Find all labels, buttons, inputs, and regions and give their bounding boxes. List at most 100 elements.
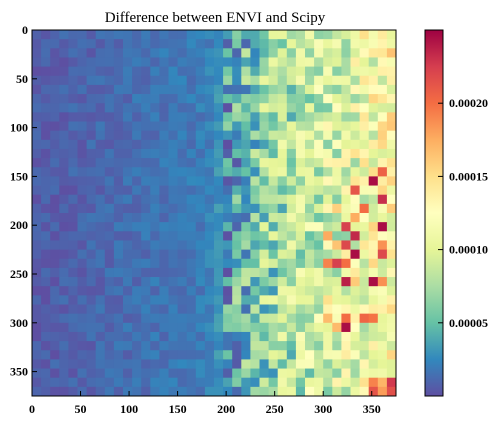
heatmap-cell: [77, 249, 87, 260]
heatmap-cell: [341, 368, 351, 379]
heatmap-cell: [32, 341, 42, 351]
heatmap-cell: [132, 139, 142, 150]
heatmap-cell: [314, 112, 324, 122]
heatmap-cell: [332, 139, 342, 150]
heatmap-cell: [359, 350, 370, 360]
heatmap-cell: [41, 112, 51, 122]
heatmap-cell: [177, 240, 188, 250]
heatmap-cell: [350, 57, 360, 67]
heatmap-cell: [305, 185, 315, 196]
heatmap-cell: [50, 194, 60, 205]
heatmap-cell: [177, 304, 188, 315]
heatmap-cell: [359, 267, 370, 278]
heatmap-cell: [332, 203, 342, 214]
heatmap-cell: [141, 231, 151, 241]
heatmap-cell: [359, 121, 370, 132]
heatmap-cell: [359, 322, 370, 333]
heatmap-cell: [132, 203, 142, 214]
heatmap-cell: [323, 194, 333, 205]
colorbar-tick-label: 0.00020: [449, 96, 488, 110]
heatmap-cell: [232, 258, 242, 269]
heatmap-cell: [186, 331, 197, 342]
heatmap-cell: [195, 377, 206, 388]
heatmap-cell: [268, 386, 279, 397]
heatmap-cell: [341, 331, 351, 342]
heatmap-cell: [341, 167, 351, 177]
heatmap-cell: [95, 121, 106, 132]
heatmap-cell: [195, 139, 206, 150]
heatmap-cell: [159, 84, 169, 95]
heatmap-cell: [159, 57, 169, 67]
heatmap-cell: [268, 84, 279, 95]
heatmap-cell: [86, 249, 97, 260]
heatmap-cell: [232, 103, 242, 113]
heatmap-cell: [50, 57, 60, 67]
heatmap-cell: [132, 267, 142, 278]
heatmap-cell: [204, 304, 215, 315]
heatmap-cell: [350, 368, 360, 379]
heatmap-cell: [32, 130, 42, 141]
heatmap-cell: [295, 75, 306, 86]
heatmap-cell: [277, 249, 288, 260]
heatmap-cell: [377, 286, 388, 296]
heatmap-cell: [41, 286, 51, 296]
heatmap-cell: [50, 359, 60, 369]
heatmap-cell: [368, 121, 379, 132]
heatmap-cell: [195, 231, 206, 241]
heatmap-cell: [204, 176, 215, 186]
heatmap-cell: [186, 57, 197, 67]
heatmap-cell: [159, 258, 169, 269]
heatmap-cell: [32, 203, 42, 214]
heatmap-cell: [286, 213, 297, 223]
heatmap-cell: [59, 185, 69, 196]
heatmap-cell: [95, 39, 106, 49]
heatmap-cell: [86, 286, 97, 296]
heatmap-cell: [232, 176, 242, 186]
heatmap-cell: [123, 267, 133, 278]
heatmap-cell: [68, 386, 78, 397]
heatmap-cell: [259, 304, 269, 315]
heatmap-cell: [86, 304, 97, 315]
heatmap-cell: [132, 57, 142, 67]
heatmap-cell: [204, 322, 215, 333]
heatmap-cell: [323, 322, 333, 333]
heatmap-cell: [359, 130, 370, 141]
heatmap-cell: [113, 249, 124, 260]
heatmap-cell: [341, 130, 351, 141]
heatmap-cell: [268, 148, 279, 159]
heatmap-cell: [214, 158, 224, 168]
heatmap-cell: [186, 48, 197, 58]
heatmap-cell: [104, 350, 115, 360]
heatmap-cell: [286, 203, 297, 214]
x-tick-label: 100: [120, 402, 138, 416]
heatmap-cell: [132, 48, 142, 58]
heatmap-cell: [377, 48, 388, 58]
heatmap-cell: [368, 167, 379, 177]
heatmap-cell: [332, 286, 342, 296]
heatmap-cell: [295, 185, 306, 196]
heatmap-cell: [77, 30, 87, 40]
heatmap-cell: [77, 258, 87, 269]
heatmap-cell: [150, 231, 160, 241]
heatmap-cell: [95, 57, 106, 67]
heatmap-cell: [113, 176, 124, 186]
heatmap-cell: [168, 359, 178, 369]
heatmap-cell: [150, 222, 160, 232]
heatmap-cell: [259, 203, 269, 214]
heatmap-cell: [223, 341, 233, 351]
heatmap-cell: [214, 94, 224, 104]
heatmap-cell: [77, 322, 87, 333]
heatmap-cell: [123, 350, 133, 360]
heatmap-cell: [250, 176, 260, 186]
heatmap-cell: [50, 304, 60, 315]
heatmap-cell: [377, 240, 388, 250]
heatmap-cell: [204, 231, 215, 241]
heatmap-cell: [350, 75, 360, 86]
heatmap-cell: [332, 231, 342, 241]
heatmap-cell: [223, 213, 233, 223]
heatmap-cell: [168, 57, 178, 67]
heatmap-cell: [86, 295, 97, 305]
heatmap-cell: [277, 359, 288, 369]
heatmap-cell: [150, 249, 160, 260]
heatmap-cell: [104, 222, 115, 232]
